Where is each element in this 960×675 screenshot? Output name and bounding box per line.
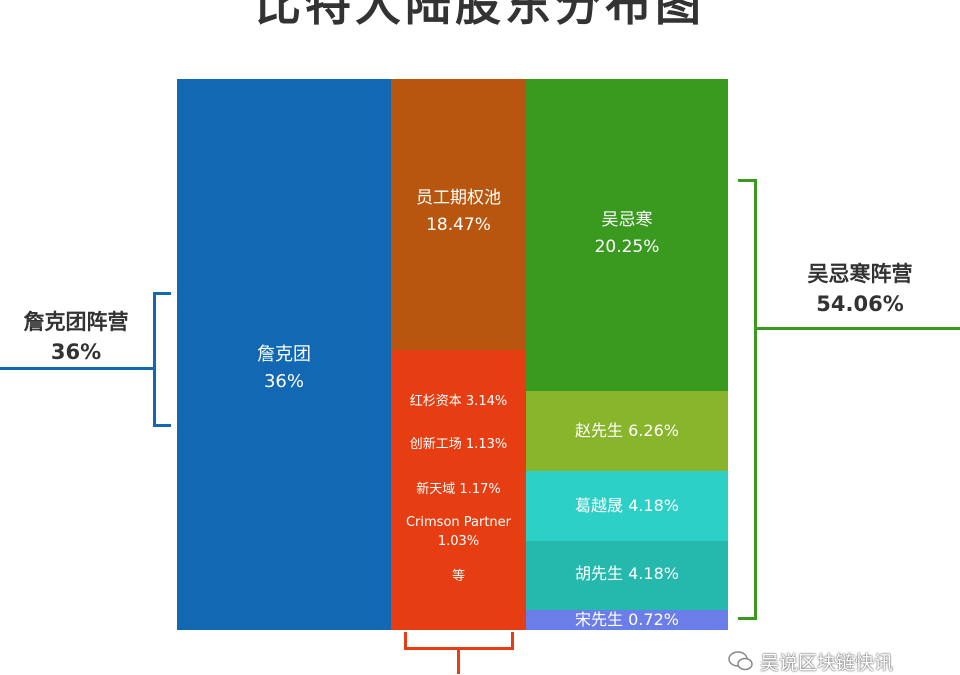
wu-camp-value: 54.06% — [816, 292, 904, 316]
block-wu-name: 吴忌寒 — [601, 210, 653, 230]
block-zhan-name: 詹克团 — [257, 344, 311, 365]
zhan-camp-bracket-bottom — [153, 424, 171, 427]
zhan-camp-bracket — [153, 292, 156, 427]
block-hu-label: 胡先生 4.18% — [575, 564, 679, 583]
zhan-camp-name: 詹克团阵营 — [23, 310, 129, 334]
watermark-text: 吴说区块链快讯 — [760, 652, 894, 674]
block-ge-label: 葛越晟 4.18% — [575, 496, 679, 515]
block-song-label: 宋先生 0.72% — [575, 610, 679, 629]
block-zhao: 赵先生 6.26% — [526, 391, 728, 471]
investor-innovation-works: 创新工场 1.13% — [409, 437, 508, 452]
block-hu: 胡先生 4.18% — [526, 541, 728, 610]
zhan-camp-label: 詹克团阵营 36% — [0, 307, 152, 367]
investor-new-horizon: 新天域 1.17% — [416, 482, 501, 497]
block-zhan: 詹克团 36% — [177, 79, 391, 630]
investor-sequoia: 红杉资本 3.14% — [409, 394, 508, 409]
block-investors: 红杉资本 3.14% 创新工场 1.13% 新天域 1.17% Crimson … — [391, 350, 526, 630]
block-zhao-label: 赵先生 6.26% — [575, 421, 679, 440]
block-song: 宋先生 0.72% — [526, 610, 728, 630]
investors-bracket-stem — [457, 647, 460, 674]
wechat-icon — [728, 651, 753, 671]
investors-bracket-right — [511, 632, 514, 650]
zhan-camp-value: 36% — [50, 340, 102, 364]
wu-camp-name: 吴忌寒阵营 — [807, 262, 913, 286]
wu-camp-bracket-bottom — [738, 617, 757, 620]
chart-title: 比特大陆股东分布图 — [255, 0, 705, 31]
zhan-camp-connector — [0, 367, 156, 370]
investors-bracket-left — [404, 632, 407, 650]
block-zhan-value: 36% — [263, 371, 304, 392]
block-ge: 葛越晟 4.18% — [526, 471, 728, 541]
block-employee-pool-value: 18.47% — [426, 215, 491, 235]
investor-crimson-value: 1.03% — [437, 534, 480, 549]
block-employee-pool-name: 员工期权池 — [416, 188, 501, 208]
wu-camp-bracket-top — [738, 179, 757, 182]
wu-camp-connector — [754, 327, 960, 330]
wu-camp-bracket — [754, 179, 757, 620]
block-wu-value: 20.25% — [594, 237, 660, 257]
investor-etc: 等 — [451, 569, 465, 584]
wu-camp-label: 吴忌寒阵营 54.06% — [770, 259, 950, 319]
zhan-camp-bracket-top — [153, 292, 171, 295]
block-wu: 吴忌寒 20.25% — [526, 79, 728, 391]
investor-crimson-name: Crimson Partner — [405, 515, 512, 530]
block-employee-pool: 员工期权池 18.47% — [391, 79, 526, 350]
